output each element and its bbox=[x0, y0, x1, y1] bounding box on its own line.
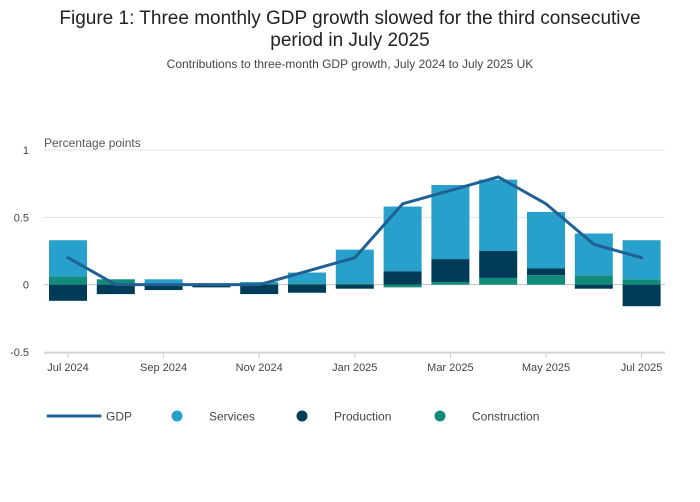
bar-construction-jul-2024 bbox=[49, 276, 87, 285]
bar-construction-aug-2024 bbox=[96, 279, 135, 285]
chart-title-line1: Figure 1: Three monthly GDP growth slowe… bbox=[59, 8, 641, 29]
x-tick-label: May 2025 bbox=[522, 362, 570, 374]
x-tick-label: Sep 2024 bbox=[140, 362, 187, 374]
bar-production-jul-2024 bbox=[49, 284, 87, 301]
bars bbox=[49, 179, 661, 307]
legend: GDP Services Production Construction bbox=[46, 410, 539, 424]
y-tick-label: -0.5 bbox=[10, 347, 29, 359]
bar-services-nov-2024 bbox=[240, 281, 279, 284]
bar-services-mar-2025 bbox=[431, 185, 470, 260]
x-tick-label: Jul 2025 bbox=[621, 362, 663, 374]
chart-title: Figure 1: Three monthly GDP growth slowe… bbox=[0, 8, 700, 52]
bar-services-feb-2025 bbox=[383, 206, 422, 272]
bar-production-feb-2025 bbox=[383, 271, 422, 285]
bar-construction-jun-2025 bbox=[574, 275, 613, 285]
bar-construction-apr-2025 bbox=[479, 277, 518, 285]
bar-construction-mar-2025 bbox=[431, 281, 470, 285]
bar-production-jul-2025 bbox=[622, 284, 661, 307]
bar-construction-feb-2025 bbox=[383, 284, 422, 288]
chart-title-line2: period in July 2025 bbox=[270, 30, 430, 51]
bar-production-sep-2024 bbox=[144, 284, 183, 291]
legend-services-label: Services bbox=[209, 410, 255, 424]
bar-services-apr-2025 bbox=[479, 179, 518, 251]
bar-construction-jul-2025 bbox=[622, 279, 661, 285]
x-tick-label: Jan 2025 bbox=[332, 362, 377, 374]
x-tick-label: Mar 2025 bbox=[427, 362, 473, 374]
bar-services-jul-2025 bbox=[622, 240, 661, 280]
bar-production-jan-2025 bbox=[335, 284, 374, 289]
bar-construction-may-2025 bbox=[527, 275, 565, 285]
legend-production-dot-icon bbox=[296, 410, 308, 422]
y-axis-ticks: 1 0.5 0 -0.5 bbox=[10, 145, 29, 359]
gdp-line bbox=[66, 175, 644, 287]
x-tick-label: Jul 2024 bbox=[47, 362, 89, 374]
bar-production-dec-2024 bbox=[288, 284, 326, 293]
bar-production-jun-2025 bbox=[574, 284, 613, 289]
legend-production-label: Production bbox=[334, 410, 391, 424]
y-tick-label: 1 bbox=[23, 145, 29, 157]
legend-services-dot-icon bbox=[171, 410, 183, 422]
bar-construction-jan-2025 bbox=[335, 283, 374, 285]
chart-subtitle: Contributions to three-month GDP growth,… bbox=[166, 57, 534, 71]
legend-construction-label: Construction bbox=[472, 410, 539, 424]
bar-production-mar-2025 bbox=[431, 259, 470, 282]
y-tick-label: 0.5 bbox=[14, 212, 29, 224]
x-axis: Jul 2024 Sep 2024 Nov 2024 Jan 2025 Mar 2025… bbox=[44, 352, 665, 374]
x-tick-label: Nov 2024 bbox=[236, 362, 283, 374]
gdp-line-layer bbox=[66, 175, 644, 287]
legend-construction-dot-icon bbox=[434, 410, 446, 422]
bar-production-nov-2024 bbox=[240, 284, 279, 295]
bar-production-apr-2025 bbox=[479, 251, 518, 278]
bar-services-may-2025 bbox=[527, 211, 565, 269]
y-axis-label: Percentage points bbox=[44, 136, 141, 150]
legend-gdp-label: GDP bbox=[106, 410, 132, 424]
bar-production-aug-2024 bbox=[96, 284, 135, 295]
bar-services-sep-2024 bbox=[144, 279, 183, 284]
y-tick-label: 0 bbox=[23, 280, 29, 292]
bar-services-dec-2024 bbox=[288, 272, 326, 284]
bar-services-jan-2025 bbox=[335, 249, 374, 284]
bar-production-may-2025 bbox=[527, 268, 565, 276]
bar-services-jun-2025 bbox=[574, 233, 613, 276]
bar-construction-dec-2024 bbox=[288, 283, 326, 285]
